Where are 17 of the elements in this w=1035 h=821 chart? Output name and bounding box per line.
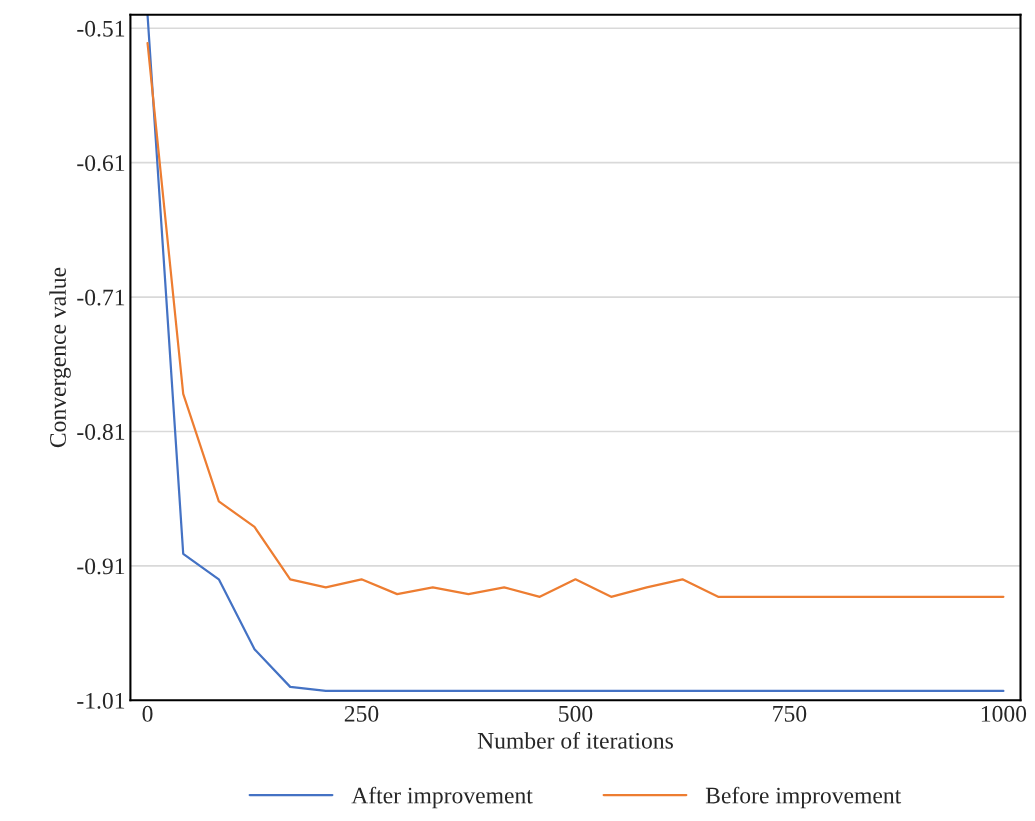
y-tick-label: -0.81 bbox=[77, 423, 125, 440]
x-tick-label: 250 bbox=[344, 705, 379, 722]
line-series bbox=[146, 14, 1005, 693]
y-tick-label: -0.51 bbox=[77, 20, 125, 37]
legend-label: After improvement bbox=[351, 786, 533, 809]
x-tick-label: 750 bbox=[773, 705, 807, 722]
x-tick-label: 1000 bbox=[981, 705, 1027, 722]
x-tick-label: 0 bbox=[142, 705, 153, 722]
y-tick-label: -0.91 bbox=[77, 558, 125, 575]
y-tick-label: -0.71 bbox=[77, 289, 125, 306]
y-tick-label: -1.01 bbox=[77, 692, 125, 709]
y-tick-label: -0.61 bbox=[77, 155, 125, 172]
x-axis-title: Number of iterations bbox=[477, 731, 673, 749]
legend-label: Before improvement bbox=[705, 786, 902, 809]
line-series bbox=[146, 41, 1005, 598]
x-tick-label: 500 bbox=[559, 705, 593, 722]
y-axis-title: Convergence value bbox=[49, 267, 71, 448]
